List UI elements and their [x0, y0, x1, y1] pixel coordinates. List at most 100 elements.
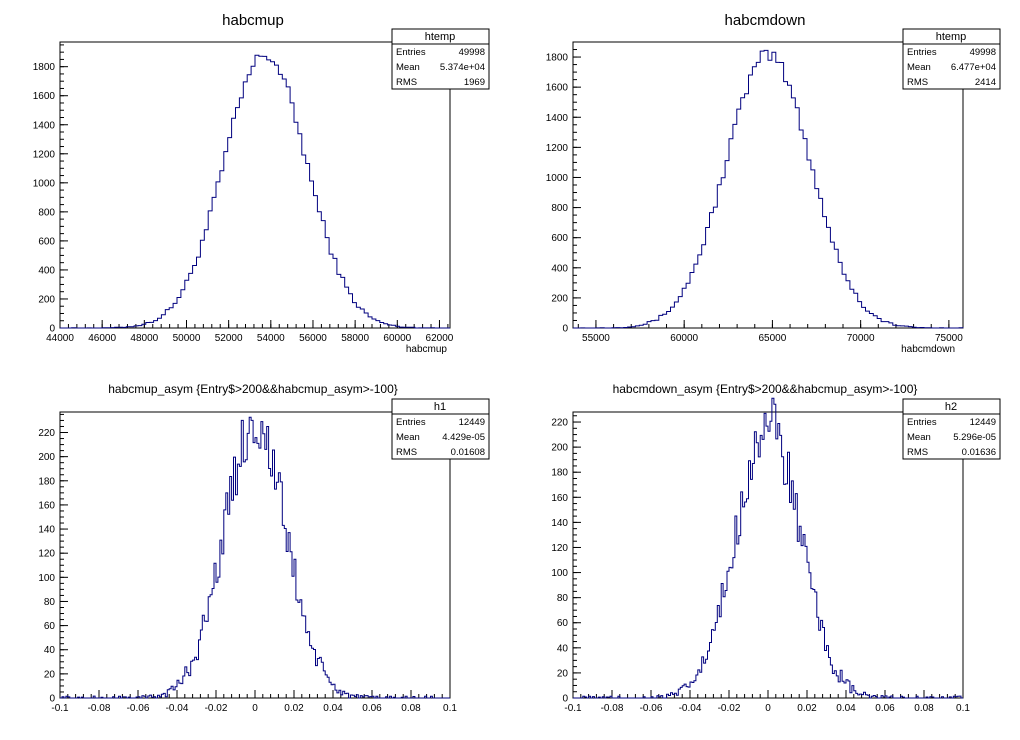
- y-axis: 0 200 400 600 800 1000 1200 1400 1600 1800: [546, 41, 581, 335]
- x-tick-label: -0.02: [205, 703, 228, 714]
- x-tick-label: -0.08: [601, 703, 624, 714]
- panel-habcmdown: habcmdown 0 200 400 600 800 1000 1200 1400 1600 1…: [546, 12, 1001, 355]
- x-tick-label: -0.1: [51, 703, 69, 714]
- x-tick-label: 0.1: [956, 703, 970, 714]
- y-tick-label: 220: [551, 418, 568, 429]
- x-tick-label: 0.02: [284, 703, 304, 714]
- x-tick-label: 44000: [46, 333, 74, 344]
- y-axis: 0 200 400 600 800 1000 1200 1400 1600 1800: [33, 44, 68, 335]
- stats-label: RMS: [396, 77, 417, 88]
- y-tick-label: 100: [551, 568, 568, 579]
- stats-name: h1: [434, 401, 446, 413]
- y-tick-label: 0: [49, 324, 55, 335]
- stats-value: 12449: [970, 417, 996, 428]
- y-tick-label: 140: [551, 518, 568, 529]
- histogram-line: [60, 416, 450, 699]
- y-tick-label: 400: [38, 265, 55, 276]
- y-tick-label: 1400: [33, 120, 56, 131]
- stats-name: htemp: [425, 31, 456, 43]
- panel-title: habcmdown_asym {Entry$>200&&habcmup_asym…: [613, 382, 918, 396]
- x-tick-label: -0.1: [564, 703, 582, 714]
- x-tick-label: 0.06: [875, 703, 895, 714]
- panel-title: habcmdown: [725, 12, 806, 29]
- y-tick-label: 1000: [546, 173, 569, 184]
- x-tick-label: 46000: [88, 333, 116, 344]
- x-tick-label: -0.04: [679, 703, 702, 714]
- x-tick-label: 65000: [759, 333, 787, 344]
- y-tick-label: 160: [38, 500, 55, 511]
- y-tick-label: 800: [551, 203, 568, 214]
- y-tick-label: 0: [49, 694, 55, 705]
- y-tick-label: 20: [44, 669, 56, 680]
- stats-value: 0.01608: [451, 447, 485, 458]
- y-tick-label: 200: [38, 452, 55, 463]
- stats-label: Entries: [907, 417, 937, 428]
- panel-title: habcmup_asym {Entry$>200&&habcmup_asym>-…: [108, 382, 398, 396]
- y-tick-label: 0: [562, 694, 568, 705]
- stats-box: htemp Entries 49998 Mean 6.477e+04 RMS 2…: [902, 28, 1001, 90]
- y-tick-label: 600: [551, 233, 568, 244]
- y-tick-label: 1800: [546, 53, 569, 64]
- x-tick-label: 56000: [299, 333, 327, 344]
- x-tick-label: -0.06: [127, 703, 150, 714]
- x-tick-label: -0.08: [88, 703, 111, 714]
- y-tick-label: 200: [551, 293, 568, 304]
- panel-habcmdown-asym: habcmdown_asym {Entry$>200&&habcmup_asym…: [551, 382, 1001, 714]
- y-tick-label: 600: [38, 236, 55, 247]
- histogram-line: [573, 49, 964, 329]
- x-tick-label: 0.04: [323, 703, 343, 714]
- x-axis-label: habcmdown: [901, 344, 955, 355]
- stats-box: h1 Entries 12449 Mean 4.429e-05 RMS 0.01…: [391, 398, 490, 460]
- stats-value: 12449: [459, 417, 485, 428]
- stats-label: RMS: [396, 447, 417, 458]
- plot-frame: [59, 41, 451, 329]
- x-tick-label: -0.04: [166, 703, 189, 714]
- x-tick-label: 0.08: [401, 703, 421, 714]
- y-tick-label: 200: [38, 294, 55, 305]
- x-axis: -0.1 -0.08 -0.06 -0.04 -0.02 0 0.02 0.04 0.06 0.0…: [564, 690, 970, 714]
- stats-label: Entries: [396, 47, 426, 58]
- x-tick-label: 60000: [670, 333, 698, 344]
- y-tick-label: 1600: [33, 91, 56, 102]
- stats-name: h2: [945, 401, 957, 413]
- panel-habcmup: habcmup 0 200 400 600 800 1000 1200 1400 1600 180…: [33, 12, 490, 355]
- y-tick-label: 60: [44, 621, 56, 632]
- panel-title: habcmup: [222, 12, 284, 29]
- y-tick-label: 1400: [546, 113, 569, 124]
- stats-value: 49998: [459, 47, 485, 58]
- stats-box: htemp Entries 49998 Mean 5.374e+04 RMS 1…: [391, 28, 490, 90]
- x-tick-label: 52000: [215, 333, 243, 344]
- y-tick-label: 120: [551, 543, 568, 554]
- y-tick-label: 1800: [33, 62, 56, 73]
- x-tick-label: 60000: [383, 333, 411, 344]
- panel-habcmup-asym: habcmup_asym {Entry$>200&&habcmup_asym>-…: [38, 382, 490, 714]
- stats-label: Mean: [907, 62, 931, 73]
- y-tick-label: 80: [557, 593, 569, 604]
- y-tick-label: 40: [557, 643, 569, 654]
- y-tick-label: 1200: [33, 149, 56, 160]
- y-tick-label: 80: [44, 597, 56, 608]
- y-tick-label: 180: [551, 468, 568, 479]
- x-tick-label: 70000: [847, 333, 875, 344]
- histogram-line: [60, 54, 450, 329]
- y-tick-label: 800: [38, 207, 55, 218]
- x-tick-label: 54000: [257, 333, 285, 344]
- x-tick-label: 58000: [341, 333, 369, 344]
- stats-label: RMS: [907, 447, 928, 458]
- y-tick-label: 1000: [33, 178, 56, 189]
- y-axis: 0 20 40 60 80 100 120 140 160 180 200 220: [551, 415, 581, 705]
- x-axis: -0.1 -0.08 -0.06 -0.04 -0.02 0 0.02 0.04 0.06 0.0…: [51, 690, 457, 714]
- x-tick-label: -0.06: [640, 703, 663, 714]
- y-tick-label: 200: [551, 443, 568, 454]
- x-tick-label: 0.06: [362, 703, 382, 714]
- stats-value: 49998: [970, 47, 996, 58]
- y-tick-label: 160: [551, 493, 568, 504]
- stats-name: htemp: [936, 31, 967, 43]
- x-tick-label: -0.02: [718, 703, 741, 714]
- y-tick-label: 20: [557, 668, 569, 679]
- y-tick-label: 400: [551, 263, 568, 274]
- x-tick-label: 50000: [173, 333, 201, 344]
- y-tick-label: 0: [562, 324, 568, 335]
- x-tick-label: 48000: [130, 333, 158, 344]
